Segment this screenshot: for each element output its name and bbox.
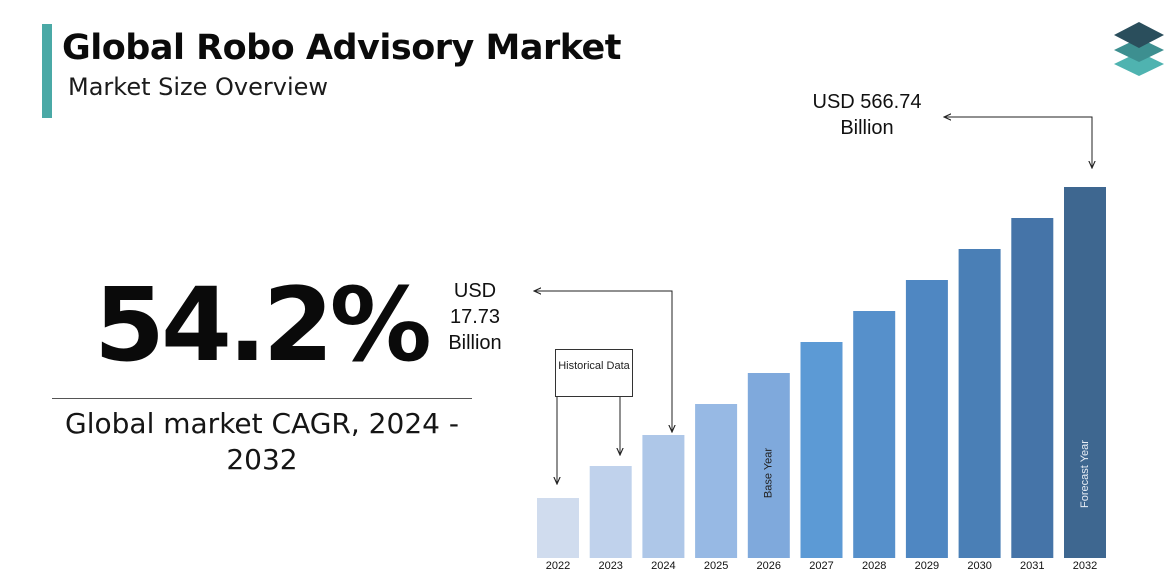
x-tick-2027: 2027 — [809, 560, 833, 572]
x-tick-2031: 2031 — [1020, 560, 1044, 572]
start-value-callout: USD 17.73 Billion — [448, 280, 502, 354]
bar-label-2032: Forecast Year — [1079, 440, 1091, 508]
x-tick-2026: 2026 — [757, 560, 781, 572]
x-tick-2028: 2028 — [862, 560, 886, 572]
bar-2027 — [800, 342, 843, 558]
x-tick-2032: 2032 — [1073, 560, 1097, 572]
x-tick-2022: 2022 — [546, 560, 570, 572]
x-tick-2029: 2029 — [915, 560, 939, 572]
bar-2026 — [747, 373, 790, 558]
historical-data-box: Historical Data — [555, 349, 633, 397]
title-accent-bar — [42, 24, 52, 118]
bar-2030 — [958, 249, 1001, 558]
bar-2022 — [537, 498, 579, 558]
end-value-callout: USD 566.74 Billion — [812, 91, 922, 139]
x-tick-2030: 2030 — [967, 560, 991, 572]
bar-2023 — [589, 466, 632, 558]
page-title: Global Robo Advisory Market — [62, 28, 622, 68]
bar-2025 — [695, 404, 738, 558]
bar-2032 — [1064, 187, 1106, 558]
bar-2024 — [642, 435, 685, 558]
cagr-caption: Global market CAGR, 2024 - 2032 — [65, 407, 459, 476]
cagr-divider — [52, 398, 472, 399]
end-value-arrow — [944, 117, 1092, 168]
x-tick-2024: 2024 — [651, 560, 675, 572]
cagr-value: 54.2% — [94, 266, 432, 385]
bar-2029 — [905, 280, 948, 558]
x-tick-2025: 2025 — [704, 560, 728, 572]
bar-2028 — [853, 311, 896, 558]
start-value-arrow — [534, 291, 672, 432]
stacked-layers-logo-icon — [1114, 22, 1164, 76]
bar-2031 — [1011, 218, 1054, 558]
bar-label-2026: Base Year — [763, 448, 775, 498]
page-subtitle: Market Size Overview — [68, 73, 329, 101]
x-tick-2023: 2023 — [598, 560, 622, 572]
